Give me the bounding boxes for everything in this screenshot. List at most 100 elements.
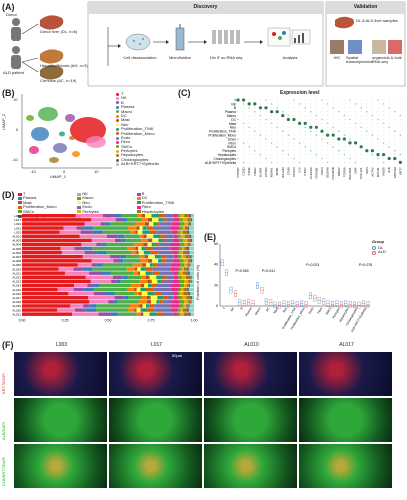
stack-bar-segment (187, 263, 190, 267)
step-microfluidics: Microfluidics (168, 55, 191, 60)
dotplot-dot (293, 162, 295, 163)
stack-bar-segment (116, 279, 121, 284)
stack-bar-segment (179, 246, 183, 251)
dish-icon (125, 33, 151, 51)
dotplot-dot (332, 123, 334, 124)
stack-bar-segment (156, 300, 160, 304)
umap-legend-item: Cholangiocytes (116, 156, 172, 162)
stack-bar-segment (186, 246, 189, 251)
stack-bar-segment (22, 304, 71, 308)
stack-bar-segment (22, 214, 76, 218)
dotplot-dot (338, 130, 340, 132)
dotplot-dot (242, 98, 246, 102)
dotplot-dot (354, 141, 358, 145)
dotplot-dot (349, 130, 351, 132)
micro-image (14, 444, 107, 488)
dotplot-dot (372, 99, 373, 101)
stack-bar-segment (191, 255, 194, 259)
stack-bar-segment (130, 230, 136, 234)
stack-legend-swatch (77, 197, 82, 201)
dotplot-dot (310, 146, 312, 148)
dotplot-dot (299, 158, 300, 159)
dotplot-dot (366, 146, 368, 148)
dotplot-dot (338, 99, 340, 101)
dotplot-dot (260, 123, 261, 124)
stack-legend-swatch (18, 192, 22, 196)
stack-bar-segment (158, 214, 165, 218)
stack-sample-label: AL020 (12, 308, 21, 312)
dotplot-dot (321, 138, 323, 140)
umap-legend-item: Proliferation_T/NK (116, 126, 172, 131)
dotplot-dot (254, 142, 256, 144)
dotplot-dot (382, 103, 385, 105)
dotplot-dot (338, 123, 340, 124)
dotplot-dot (310, 149, 312, 152)
dotplot-dot (237, 154, 239, 155)
dotplot-dot (400, 146, 401, 148)
stack-sample-label: L019 (14, 222, 21, 226)
stack-bar-segment (139, 226, 143, 230)
dotplot-dot (270, 142, 273, 144)
stack-bar-segment (120, 279, 140, 284)
dotplot-gene-label: EPCAM (393, 167, 397, 178)
stack-sample-label: AL009 (12, 263, 21, 267)
dotplot-dot (388, 126, 390, 129)
dotplot-dot (237, 134, 239, 136)
dotplot-dot (377, 142, 379, 144)
dotplot-dot (327, 115, 328, 116)
dotplot-dot (355, 107, 356, 109)
stack-bar-segment (145, 263, 150, 267)
stack-bar-segment (190, 275, 192, 279)
dotplot-dot (388, 146, 390, 148)
dotplot-dot (264, 106, 268, 110)
stack-bar-segment (164, 214, 174, 218)
dotplot-dot (310, 162, 312, 163)
micro-col-label: AL010 (244, 342, 259, 348)
dotplot-dot (265, 111, 267, 113)
dotplot-dot (394, 130, 396, 132)
stack-bar-segment (114, 296, 124, 300)
dotplot-dot (377, 103, 379, 105)
stack-sample-label: AL008 (12, 259, 21, 263)
dotplot-dot (258, 106, 262, 110)
dotplot-dot (243, 150, 244, 152)
stack-bar-segment (157, 296, 164, 300)
dotplot-dot (338, 110, 340, 113)
stack-bar-segment (147, 259, 153, 263)
dotplot-dot (388, 150, 390, 152)
micro-image (299, 352, 392, 396)
stack-legend-label: Neu (82, 199, 90, 205)
stack-bar-segment (60, 246, 75, 251)
stack-bar-segment (142, 226, 147, 230)
dotplot-row-label: Hepatocytes (218, 153, 237, 157)
dotplot-dot (299, 119, 300, 120)
dotplot-dot (327, 130, 328, 132)
dotplot-dot (299, 154, 300, 155)
stack-bar-segment (172, 300, 180, 304)
stack-legend-item: SMCs (18, 209, 77, 214)
dotplot-dot (282, 119, 284, 120)
dotplot-dot (366, 126, 368, 128)
umap-legend-label: Mast (121, 117, 130, 123)
stack-legend-swatch (18, 205, 22, 209)
dotplot-gene-label: FCGR3B (331, 167, 335, 179)
stack-bar-segment (182, 271, 188, 275)
dotplot-dot (271, 126, 272, 128)
legend-item-dl: DL (372, 245, 386, 251)
stack-bar-segment (188, 308, 194, 312)
stack-bar-segment (190, 312, 194, 316)
stack-bar-segment (106, 250, 132, 255)
stack-sample-label: AL014 (12, 284, 21, 288)
umap-legend-label: Cholangiocytes (121, 156, 149, 162)
stack-bar-segment (106, 291, 115, 296)
stack-bar-segment (180, 234, 185, 238)
dotplot-dot (338, 119, 340, 120)
stack-bar-segment (139, 304, 143, 308)
stack-bar-segment (89, 304, 97, 308)
dotplot-gene-label: CD3D (242, 166, 246, 175)
stack-bar-segment (126, 255, 141, 259)
dotplot-gene-label: ACTA2 (370, 167, 374, 177)
dotplot-dot (332, 158, 334, 159)
dotplot-dot (237, 150, 239, 152)
dotplot-dot (371, 134, 374, 136)
